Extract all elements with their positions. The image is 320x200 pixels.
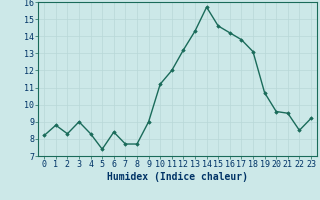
X-axis label: Humidex (Indice chaleur): Humidex (Indice chaleur) (107, 172, 248, 182)
